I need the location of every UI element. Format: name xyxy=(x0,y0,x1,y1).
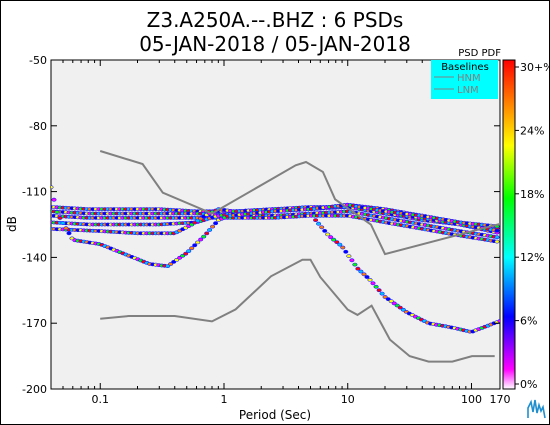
colorbar-tick-label: 24% xyxy=(520,124,544,137)
psd-point xyxy=(319,225,325,230)
psd-point xyxy=(186,249,192,254)
psd-point xyxy=(364,275,370,279)
psd-point xyxy=(397,305,403,310)
psd-point xyxy=(51,185,54,190)
psd-point xyxy=(313,218,319,223)
chart-title: Z3.A250A.--.BHZ : 6 PSDs xyxy=(146,8,404,32)
y-tick-label: -140 xyxy=(22,251,47,264)
psd-point xyxy=(207,228,213,232)
psd-point xyxy=(322,228,328,233)
psd-point xyxy=(328,235,334,240)
colorbar-label: PSD PDF xyxy=(458,48,501,59)
psd-point xyxy=(367,277,373,282)
psd-point xyxy=(358,269,364,274)
psd-point xyxy=(198,237,204,242)
y-tick-label: -80 xyxy=(29,120,47,133)
psd-point xyxy=(325,232,331,237)
x-tick-label: 100 xyxy=(461,393,482,406)
psd-point xyxy=(346,254,352,259)
y-tick-label: -50 xyxy=(29,54,47,67)
psd-point xyxy=(57,216,63,220)
baseline-hnm xyxy=(99,150,500,256)
legend-label-hnm: HNM xyxy=(457,73,481,84)
x-tick-label: 0.1 xyxy=(91,393,109,406)
y-tick-label: -110 xyxy=(22,186,47,199)
psd-point xyxy=(361,272,367,277)
legend-label-lnm: LNM xyxy=(457,85,479,96)
x-tick-label: 1 xyxy=(220,393,227,406)
logo-icon xyxy=(525,395,547,421)
psd-point xyxy=(337,242,343,247)
psd-point xyxy=(355,266,361,271)
psd-point xyxy=(494,228,500,233)
y-tick-label: -170 xyxy=(22,317,47,330)
psd-point xyxy=(331,237,337,242)
psd-point xyxy=(201,234,207,239)
chart-subtitle: 05-JAN-2018 / 05-JAN-2018 xyxy=(139,32,411,56)
psd-point xyxy=(54,210,60,215)
psd-point xyxy=(494,239,500,244)
y-axis-label: dB xyxy=(5,216,19,232)
colorbar-tick-label: 30+% xyxy=(520,61,550,74)
x-tick-label: 170 xyxy=(490,393,511,406)
psd-curve xyxy=(51,185,500,269)
legend-title: Baselines xyxy=(441,62,489,73)
psd-point xyxy=(316,221,322,226)
colorbar xyxy=(502,59,516,390)
psd-point xyxy=(210,224,216,229)
colorbar-tick-label: 12% xyxy=(520,251,544,264)
psd-point xyxy=(51,197,57,202)
legend-box xyxy=(431,60,498,99)
psd-point xyxy=(195,240,201,245)
colorbar-tick-label: 18% xyxy=(520,188,544,201)
psd-point xyxy=(189,246,195,251)
psd-point xyxy=(204,231,210,236)
x-axis-label: Period (Sec) xyxy=(239,408,311,422)
psd-point xyxy=(379,291,385,296)
y-tick-label: -200 xyxy=(22,383,47,396)
psd-point xyxy=(192,243,198,248)
psd-point xyxy=(373,284,379,289)
psd-point xyxy=(213,221,219,226)
psd-point xyxy=(370,281,376,286)
psd-point xyxy=(349,258,355,263)
psd-point xyxy=(183,251,189,256)
psd-point xyxy=(497,319,500,323)
baseline-lnm xyxy=(100,258,495,363)
colorbar-tick-label: 0% xyxy=(520,378,537,391)
colorbar-tick-label: 6% xyxy=(520,315,537,328)
psd-point xyxy=(494,235,500,240)
psd-point xyxy=(352,262,358,267)
psd-point xyxy=(60,221,66,226)
psd-point xyxy=(376,288,382,293)
psd-point xyxy=(343,249,349,254)
psd-point xyxy=(334,240,340,245)
psd-point xyxy=(63,226,69,231)
x-tick-label: 10 xyxy=(341,393,355,406)
psd-curve xyxy=(313,218,500,334)
psd-point xyxy=(66,231,72,236)
psd-point xyxy=(340,245,346,250)
